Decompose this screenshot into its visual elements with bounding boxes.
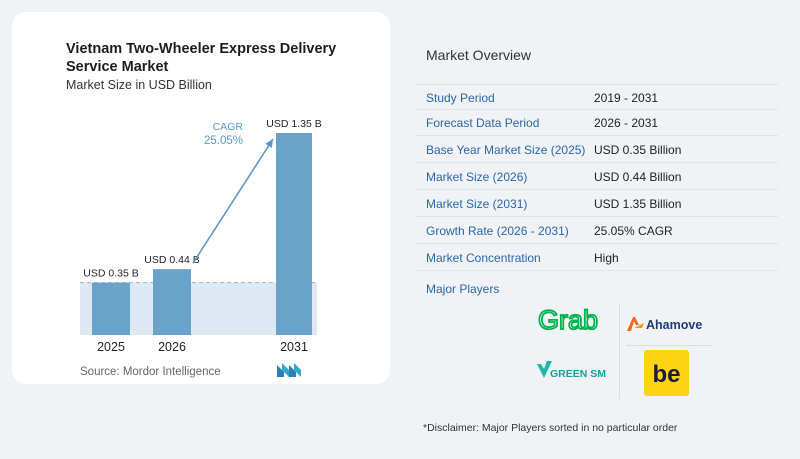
data-label-2026: USD 0.44 B bbox=[144, 254, 199, 266]
grab-logo-text: Grab bbox=[538, 305, 598, 335]
ahamove-logo: Ahamove bbox=[627, 317, 702, 332]
major-players-title: Major Players bbox=[426, 282, 500, 296]
cagr-label: CAGR bbox=[213, 121, 244, 133]
bar-2025 bbox=[92, 282, 130, 335]
overview-label: Market Concentration bbox=[426, 251, 541, 265]
data-label-2031: USD 1.35 B bbox=[266, 118, 321, 130]
greensm-logo: GREEN SM bbox=[537, 361, 606, 380]
greensm-logo-text: GREEN SM bbox=[550, 368, 606, 380]
x-tick-2031: 2031 bbox=[280, 340, 308, 354]
overview-value: 25.05% CAGR bbox=[594, 224, 673, 238]
overview-value: High bbox=[594, 251, 619, 265]
overview-label: Study Period bbox=[426, 91, 495, 105]
overview-row: Market Concentration High bbox=[416, 245, 778, 271]
bar-chart: USD 0.35 B 2025 USD 0.44 B 2026 USD 1.35 B 20… bbox=[80, 118, 322, 354]
disclaimer: *Disclaimer: Major Players sorted in no … bbox=[423, 422, 678, 434]
greensm-v-icon bbox=[537, 361, 552, 378]
logo-divider-vertical bbox=[619, 303, 620, 399]
overview-title: Market Overview bbox=[426, 47, 532, 63]
bar-2026 bbox=[153, 269, 191, 335]
be-logo-text: be bbox=[652, 361, 680, 388]
overview-label: Forecast Data Period bbox=[426, 116, 540, 130]
cagr-arrow bbox=[192, 138, 274, 264]
be-logo: be bbox=[644, 350, 689, 396]
overview-row: Forecast Data Period 2026 - 2031 bbox=[416, 110, 778, 136]
grab-logo: Grab bbox=[537, 305, 599, 335]
chart-subtitle: Market Size in USD Billion bbox=[66, 78, 212, 92]
overview-label: Market Size (2031) bbox=[426, 197, 528, 211]
cagr-value: 25.05% bbox=[204, 135, 243, 147]
overview-row: Study Period 2019 - 2031 bbox=[416, 84, 778, 110]
overview-value: USD 0.44 Billion bbox=[594, 170, 682, 184]
overview-value: USD 1.35 Billion bbox=[594, 197, 682, 211]
mordor-logo-icon bbox=[277, 363, 301, 377]
overview-label: Growth Rate (2026 - 2031) bbox=[426, 224, 569, 238]
overview-label: Base Year Market Size (2025) bbox=[426, 143, 586, 157]
chart-title: Vietnam Two-Wheeler Express Delivery Ser… bbox=[66, 41, 337, 75]
ahamove-mark-icon bbox=[627, 317, 639, 331]
bar-2031 bbox=[276, 133, 312, 335]
x-tick-2025: 2025 bbox=[97, 340, 125, 354]
cagr-arrowhead-icon bbox=[265, 139, 273, 148]
overview-label: Market Size (2026) bbox=[426, 170, 528, 184]
ahamove-logo-text: Ahamove bbox=[646, 318, 702, 332]
source-note: Source: Mordor Intelligence bbox=[80, 366, 221, 378]
overview-value: USD 0.35 Billion bbox=[594, 143, 682, 157]
overview-value: 2026 - 2031 bbox=[594, 116, 659, 130]
overview-row: Growth Rate (2026 - 2031) 25.05% CAGR bbox=[416, 218, 778, 244]
logo-divider-horizontal bbox=[626, 345, 712, 346]
overview-row: Base Year Market Size (2025) USD 0.35 Bi… bbox=[416, 137, 778, 163]
x-tick-2026: 2026 bbox=[158, 340, 186, 354]
overview-row: Market Size (2026) USD 0.44 Billion bbox=[416, 164, 778, 190]
data-label-2025: USD 0.35 B bbox=[83, 268, 138, 280]
overview-row: Market Size (2031) USD 1.35 Billion bbox=[416, 191, 778, 217]
overview-value: 2019 - 2031 bbox=[594, 91, 659, 105]
